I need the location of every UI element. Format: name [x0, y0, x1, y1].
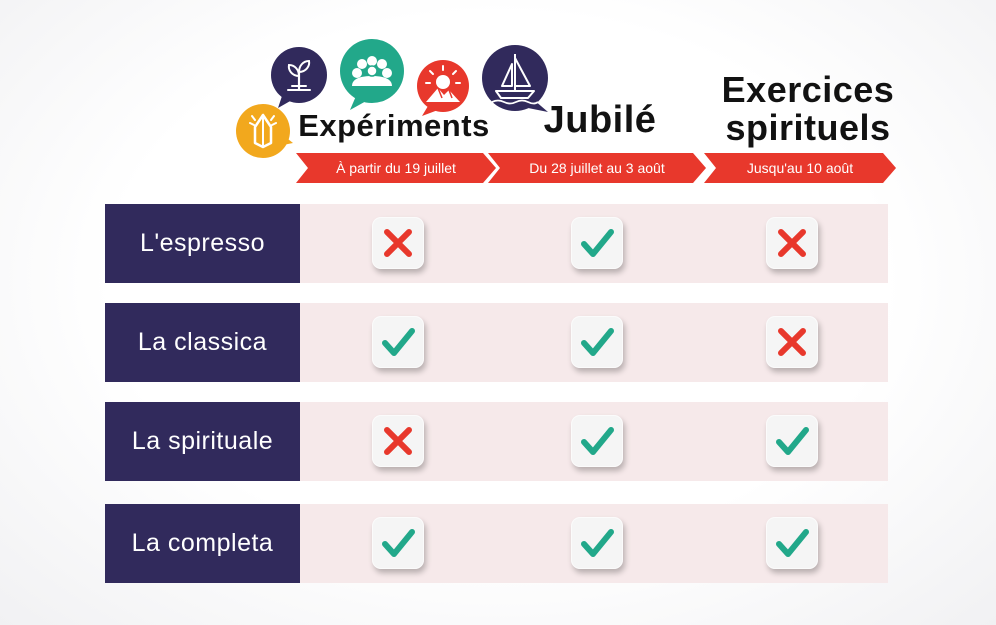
check-icon	[571, 415, 623, 467]
date-ribbon-jubile: Du 28 juillet au 3 août	[488, 153, 706, 183]
column-title-jubile: Jubilé	[543, 99, 657, 141]
row-label: L'espresso	[105, 204, 300, 283]
column-title-experiments: Expériments	[298, 108, 490, 143]
sailboat-icon	[478, 44, 552, 118]
row-label: La completa	[105, 504, 300, 583]
row-label: La classica	[105, 303, 300, 382]
date-ribbon-exercices: Jusqu'au 10 août	[704, 153, 896, 183]
check-icon	[372, 316, 424, 368]
cross-icon	[766, 316, 818, 368]
row-label: La spirituale	[105, 402, 300, 481]
column-title-exercices-line2: spirituels	[725, 107, 891, 148]
column-title-exercices-line1: Exercices	[721, 69, 895, 110]
check-icon	[571, 217, 623, 269]
cross-icon	[372, 415, 424, 467]
people-group-icon	[336, 38, 408, 110]
check-icon	[571, 517, 623, 569]
date-ribbon-experiments: À partir du 19 juillet	[296, 153, 496, 183]
cross-icon	[372, 217, 424, 269]
cross-icon	[766, 217, 818, 269]
check-icon	[571, 316, 623, 368]
sprout-icon	[268, 46, 332, 108]
sunrise-mountain-icon	[412, 58, 472, 116]
praying-hands-icon	[233, 101, 293, 161]
check-icon	[372, 517, 424, 569]
check-icon	[766, 415, 818, 467]
check-icon	[766, 517, 818, 569]
